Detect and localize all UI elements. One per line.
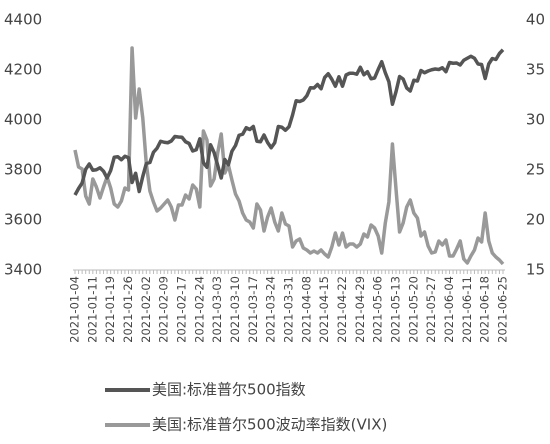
x-tick-label: 2021-01-26 bbox=[121, 276, 135, 343]
x-tick-label: 2021-02-09 bbox=[157, 276, 171, 343]
x-tick-label: 2021-03-31 bbox=[282, 276, 296, 343]
y-tick-label: 3400 bbox=[4, 261, 42, 279]
x-tick-label: 2021-04-29 bbox=[353, 276, 367, 343]
y2-tick-label: 35 bbox=[526, 61, 545, 79]
x-tick-label: 2021-02-02 bbox=[139, 276, 153, 343]
y2-tick-label: 25 bbox=[526, 161, 545, 179]
x-tick-label: 2021-04-22 bbox=[335, 276, 349, 343]
x-tick-label: 2021-05-27 bbox=[424, 276, 438, 343]
x-tick-label: 2021-04-15 bbox=[317, 276, 331, 343]
y-tick-label: 4200 bbox=[4, 61, 42, 79]
y2-tick-label: 15 bbox=[526, 261, 545, 279]
x-tick-label: 2021-03-24 bbox=[264, 276, 278, 343]
y-tick-label: 3600 bbox=[4, 211, 42, 229]
y-tick-label: 4400 bbox=[4, 11, 42, 29]
series-line bbox=[73, 48, 505, 196]
y2-tick-label: 20 bbox=[526, 211, 545, 229]
x-tick-label: 2021-05-20 bbox=[406, 276, 420, 343]
y2-tick-label: 40 bbox=[526, 11, 545, 29]
x-tick-label: 2021-06-18 bbox=[478, 276, 492, 343]
y2-tick-label: 30 bbox=[526, 111, 545, 129]
legend-label: 美国:标准普尔500波动率指数(VIX) bbox=[152, 416, 387, 434]
x-tick-label: 2021-03-10 bbox=[228, 276, 242, 343]
x-tick-label: 2021-01-19 bbox=[103, 276, 117, 343]
x-tick-label: 2021-01-04 bbox=[68, 276, 82, 343]
x-tick-label: 2021-05-06 bbox=[371, 276, 385, 343]
x-tick-label: 2021-01-11 bbox=[85, 276, 99, 343]
legend-label: 美国:标准普尔500指数 bbox=[152, 381, 306, 399]
x-tick-label: 2021-03-03 bbox=[210, 276, 224, 343]
x-tick-label: 2021-02-24 bbox=[192, 276, 206, 343]
y-tick-label: 3800 bbox=[4, 161, 42, 179]
y-tick-label: 4000 bbox=[4, 111, 42, 129]
x-tick-label: 2021-06-04 bbox=[442, 276, 456, 343]
x-tick-label: 2021-02-17 bbox=[175, 276, 189, 343]
x-tick-label: 2021-06-25 bbox=[496, 276, 510, 343]
series-line bbox=[73, 46, 505, 266]
x-tick-label: 2021-03-17 bbox=[246, 276, 260, 343]
x-tick-label: 2021-05-13 bbox=[389, 276, 403, 343]
x-tick-label: 2021-04-08 bbox=[299, 276, 313, 343]
x-tick-label: 2021-06-11 bbox=[460, 276, 474, 343]
